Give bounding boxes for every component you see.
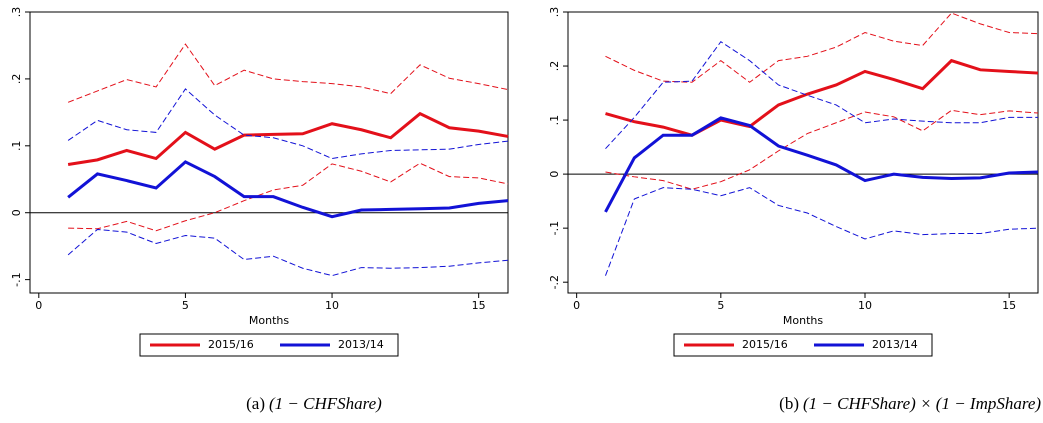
y-tick-label: -.2 [548,275,561,289]
x-tick-label: 0 [573,299,580,312]
legend-label: 2013/14 [872,338,918,351]
y-tick-label: .3 [10,7,23,18]
confidence-band [67,88,509,160]
confidence-band [67,228,509,277]
confidence-band [605,12,1039,83]
x-tick-label: 5 [717,299,724,312]
caption: (1 − CHFShare) [269,394,382,413]
confidence-band [68,162,509,232]
x-tick-label: 10 [858,299,872,312]
y-tick-label: -.1 [10,272,23,286]
confidence-band [605,187,1039,276]
series-line [604,116,1039,213]
x-tick-label: 15 [1002,299,1016,312]
series-line [67,160,509,219]
caption-label: (a) [246,394,265,413]
legend-label: 2015/16 [208,338,254,351]
y-tick-label: 0 [10,209,23,216]
confidence-band [67,43,509,103]
caption: (1 − CHFShare) × (1 − ImpShare) [803,394,1041,413]
x-tick-label: 10 [325,299,339,312]
y-tick-label: .2 [10,74,23,85]
y-tick-label: .3 [548,7,561,18]
legend-label: 2015/16 [742,338,788,351]
y-tick-label: 0 [548,171,561,178]
x-axis-label: Months [249,314,289,327]
plot-frame [567,11,1039,294]
plot-frame [29,11,509,294]
legend-box [139,333,399,357]
x-tick-label: 15 [472,299,486,312]
confidence-band [605,109,1039,190]
caption-label: (b) [779,394,799,413]
y-tick-label: .1 [548,115,561,126]
legend-box [673,333,933,357]
x-tick-label: 0 [35,299,42,312]
y-tick-label: .2 [548,61,561,72]
series-line [605,58,1039,137]
x-axis-label: Months [783,314,823,327]
series-line [67,111,509,167]
y-tick-label: .1 [10,141,23,152]
y-tick-label: -.1 [548,221,561,235]
x-tick-label: 5 [182,299,189,312]
legend-label: 2013/14 [338,338,384,351]
confidence-band [605,41,1038,150]
